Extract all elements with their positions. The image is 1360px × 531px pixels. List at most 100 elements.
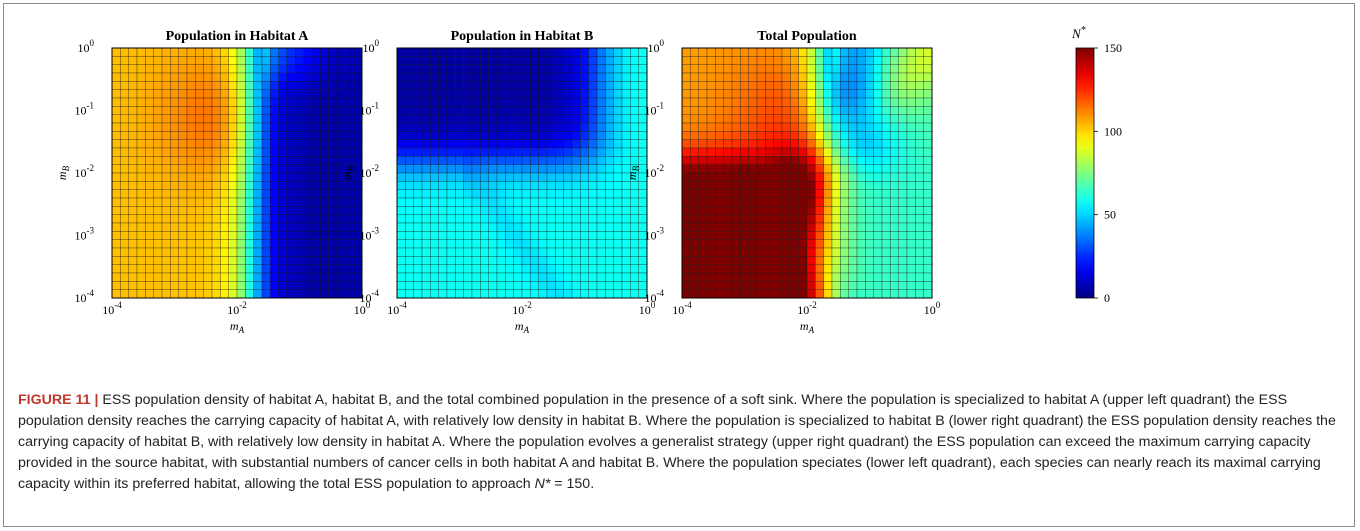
heatmap-cell bbox=[865, 214, 874, 224]
heatmap-cell bbox=[681, 81, 691, 90]
heatmap-cell bbox=[740, 206, 749, 215]
heatmap-cell bbox=[286, 47, 296, 57]
heatmap-cell bbox=[596, 156, 606, 165]
heatmap-cell bbox=[563, 139, 573, 149]
heatmap-cell bbox=[261, 231, 271, 240]
heatmap-cell bbox=[698, 97, 708, 107]
heatmap-cell bbox=[773, 181, 783, 190]
heatmap-cell bbox=[328, 47, 338, 57]
heatmap-cell bbox=[856, 106, 866, 115]
heatmap-cell bbox=[781, 181, 791, 190]
heatmap-cell bbox=[153, 114, 163, 124]
heatmap-cell bbox=[220, 189, 229, 199]
heatmap-cell bbox=[505, 131, 514, 140]
heatmap-cell bbox=[781, 81, 791, 90]
heatmap-cell bbox=[856, 272, 866, 282]
heatmap-cell bbox=[605, 206, 614, 215]
heatmap-cell bbox=[765, 147, 774, 157]
heatmap-cell bbox=[923, 247, 933, 257]
heatmap-cell bbox=[546, 231, 556, 240]
heatmap-cell bbox=[161, 264, 171, 274]
heatmap-cell bbox=[690, 222, 699, 232]
heatmap-cell bbox=[571, 206, 581, 215]
heatmap-cell bbox=[421, 214, 431, 224]
heatmap-cell bbox=[706, 222, 716, 232]
heatmap-cell bbox=[488, 222, 498, 232]
heatmap-cell bbox=[898, 131, 908, 140]
heatmap-cell bbox=[170, 89, 179, 99]
heatmap-cell bbox=[865, 256, 874, 265]
heatmap-cell bbox=[806, 97, 816, 107]
heatmap-cell bbox=[690, 172, 699, 182]
heatmap-cell bbox=[513, 89, 523, 99]
heatmap-cell bbox=[328, 114, 338, 124]
heatmap-cell bbox=[638, 139, 648, 149]
heatmap-cell bbox=[228, 264, 238, 274]
heatmap-cell bbox=[588, 231, 598, 240]
heatmap-cell bbox=[848, 264, 858, 274]
heatmap-cell bbox=[706, 47, 716, 57]
heatmap-cell bbox=[823, 89, 833, 99]
heatmap-cell bbox=[588, 131, 598, 140]
heatmap-cell bbox=[731, 189, 741, 199]
heatmap-cell bbox=[396, 122, 406, 132]
heatmap-cell bbox=[580, 256, 589, 265]
heatmap-cell bbox=[831, 164, 841, 174]
heatmap-cell bbox=[253, 89, 263, 99]
heatmap-cell bbox=[278, 281, 288, 290]
heatmap-cell bbox=[336, 247, 346, 257]
heatmap-cell bbox=[405, 281, 414, 290]
heatmap-cell bbox=[413, 272, 423, 282]
heatmap-cell bbox=[505, 272, 514, 282]
heatmap-cell bbox=[923, 289, 933, 299]
heatmap-cell bbox=[530, 264, 539, 274]
heatmap-cell bbox=[856, 97, 866, 107]
heatmap-cell bbox=[790, 156, 799, 165]
heatmap-cell bbox=[455, 281, 464, 290]
heatmap-cell bbox=[353, 281, 363, 290]
heatmap-cell bbox=[588, 256, 598, 265]
heatmap-cell bbox=[915, 89, 924, 99]
heatmap-cell bbox=[446, 122, 456, 132]
heatmap-cell bbox=[195, 264, 204, 274]
heatmap-cell bbox=[396, 164, 406, 174]
heatmap-cell bbox=[831, 189, 841, 199]
heatmap-cell bbox=[571, 139, 581, 149]
heatmap-cell bbox=[320, 272, 329, 282]
heatmap-cell bbox=[596, 289, 606, 299]
heatmap-cell bbox=[161, 164, 171, 174]
heatmap-cell bbox=[906, 47, 916, 57]
heatmap-cell bbox=[320, 181, 329, 190]
heatmap-cell bbox=[546, 289, 556, 299]
heatmap-cell bbox=[488, 281, 498, 290]
heatmap-cell bbox=[521, 106, 531, 115]
heatmap-cell bbox=[521, 156, 531, 165]
heatmap-cell bbox=[630, 122, 639, 132]
heatmap-cell bbox=[236, 89, 246, 99]
heatmap-cell bbox=[353, 81, 363, 90]
caption-label: FIGURE 11 | bbox=[18, 392, 99, 408]
heatmap-cell bbox=[731, 272, 741, 282]
heatmap-cell bbox=[261, 156, 271, 165]
heatmap-cell bbox=[740, 147, 749, 157]
heatmap-cell bbox=[203, 247, 213, 257]
heatmap-cell bbox=[311, 164, 321, 174]
heatmap-cell bbox=[186, 214, 196, 224]
heatmap-cell bbox=[220, 206, 229, 215]
heatmap-cell bbox=[681, 139, 691, 149]
heatmap-cell bbox=[505, 97, 514, 107]
heatmap-cell bbox=[890, 64, 899, 74]
heatmap-cell bbox=[345, 256, 354, 265]
heatmap-cell bbox=[580, 164, 589, 174]
heatmap-cell bbox=[120, 197, 129, 207]
heatmap-cell bbox=[848, 256, 858, 265]
heatmap-cell bbox=[336, 47, 346, 57]
heatmap-cell bbox=[621, 114, 631, 124]
heatmap-cell bbox=[421, 197, 431, 207]
heatmap-cell bbox=[773, 206, 783, 215]
heatmap-cell bbox=[773, 256, 783, 265]
heatmap-cell bbox=[681, 172, 691, 182]
heatmap-cell bbox=[740, 139, 749, 149]
heatmap-cell bbox=[438, 72, 448, 82]
heatmap-cell bbox=[471, 97, 481, 107]
